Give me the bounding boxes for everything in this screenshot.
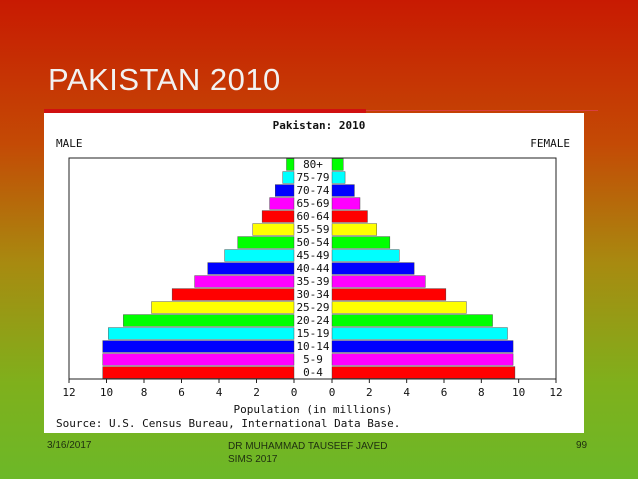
bar — [331, 353, 514, 366]
bar — [269, 197, 295, 210]
left-series-label: MALE — [56, 137, 83, 150]
age-label: 5-9 — [303, 353, 323, 366]
bar — [102, 353, 295, 366]
bar — [286, 158, 295, 171]
bar — [102, 366, 295, 379]
bar — [331, 236, 391, 249]
bar — [331, 262, 415, 275]
age-label: 15-19 — [296, 327, 329, 340]
x-tick-label: 6 — [441, 386, 448, 399]
bar — [237, 236, 295, 249]
x-tick-label: 10 — [100, 386, 113, 399]
age-label: 45-49 — [296, 249, 329, 262]
bar — [102, 340, 295, 353]
bar — [275, 184, 295, 197]
age-label: 35-39 — [296, 275, 329, 288]
age-label: 20-24 — [296, 314, 329, 327]
bar — [331, 340, 514, 353]
bar — [331, 197, 361, 210]
x-tick-label: 0 — [291, 386, 298, 399]
bar — [282, 171, 295, 184]
bar — [331, 158, 344, 171]
x-tick-label: 8 — [141, 386, 148, 399]
age-label: 30-34 — [296, 288, 329, 301]
bar — [194, 275, 295, 288]
age-label: 10-14 — [296, 340, 329, 353]
x-tick-label: 6 — [178, 386, 185, 399]
age-label: 80+ — [303, 158, 323, 171]
plot-frame — [68, 157, 557, 380]
footer-page: 99 — [576, 440, 588, 451]
bar — [331, 327, 508, 340]
x-tick-label: 2 — [253, 386, 260, 399]
title-rule — [366, 110, 598, 111]
source-note: Source: U.S. Census Bureau, Internationa… — [56, 417, 400, 430]
chart: Pakistan: 2010 MALE FEMALE Population (i… — [44, 113, 584, 433]
bar — [331, 275, 426, 288]
age-label: 65-69 — [296, 197, 329, 210]
x-tick-label: 12 — [549, 386, 562, 399]
age-label: 70-74 — [296, 184, 329, 197]
x-tick-label: 10 — [512, 386, 525, 399]
age-label: 50-54 — [296, 236, 329, 249]
age-label: 25-29 — [296, 301, 329, 314]
footer-date: 3/16/2017 — [47, 440, 92, 451]
age-label: 75-79 — [296, 171, 329, 184]
x-tick-label: 2 — [366, 386, 373, 399]
x-tick-label: 4 — [403, 386, 410, 399]
right-series-label: FEMALE — [530, 137, 570, 150]
bar — [331, 366, 516, 379]
bar — [252, 223, 295, 236]
age-label: 0-4 — [303, 366, 323, 379]
slide-title: PAKISTAN 2010 — [48, 62, 281, 97]
bar — [331, 249, 400, 262]
chart-background — [44, 113, 584, 433]
bar — [331, 314, 493, 327]
bar — [108, 327, 295, 340]
bar — [331, 184, 355, 197]
bar — [331, 301, 467, 314]
bar — [123, 314, 295, 327]
x-tick-label: 12 — [62, 386, 75, 399]
bar — [171, 288, 295, 301]
bar — [331, 171, 346, 184]
bar — [331, 210, 368, 223]
x-tick-label: 0 — [329, 386, 336, 399]
age-label: 60-64 — [296, 210, 329, 223]
bar — [331, 288, 447, 301]
bar — [151, 301, 295, 314]
x-tick-label: 4 — [216, 386, 223, 399]
x-tick-label: 8 — [478, 386, 485, 399]
chart-title: Pakistan: 2010 — [273, 119, 366, 132]
bar — [207, 262, 295, 275]
bar — [224, 249, 295, 262]
title-rule — [44, 109, 366, 113]
bar — [331, 223, 377, 236]
footer-author: DR MUHAMMAD TAUSEEF JAVED SIMS 2017 — [228, 441, 388, 465]
age-label: 40-44 — [296, 262, 329, 275]
age-label: 55-59 — [296, 223, 329, 236]
bar — [261, 210, 295, 223]
x-axis-label: Population (in millions) — [234, 403, 393, 416]
